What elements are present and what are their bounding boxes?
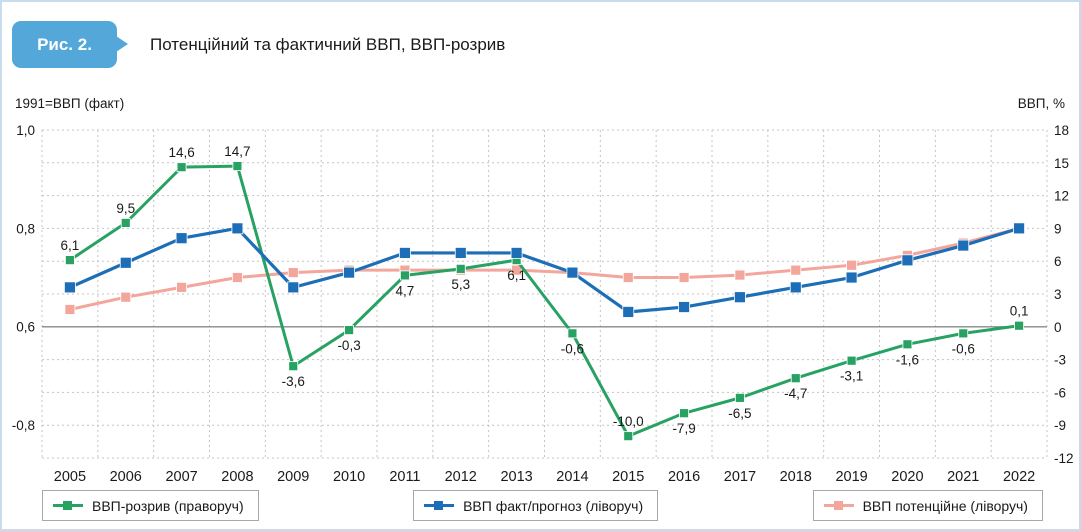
- gdp-line-chart: 18 15 12 9 6 3 0 -3 -6 -9 -12 1,0 0,8 0,6 -0,8 2005 2006…: [12, 123, 1074, 485]
- svg-text:-3: -3: [1054, 353, 1066, 368]
- svg-text:2009: 2009: [277, 469, 309, 485]
- svg-text:2019: 2019: [835, 469, 867, 485]
- legend-marker-gdp-gap-icon: [53, 500, 83, 511]
- svg-text:-3,1: -3,1: [840, 369, 863, 384]
- figure-badge-tail: [116, 36, 128, 52]
- legend: ВВП-розрив (праворуч) ВВП факт/прогноз (…: [42, 490, 1043, 521]
- svg-text:12: 12: [1054, 189, 1069, 204]
- figure-title: Потенційний та фактичний ВВП, ВВП-розрив: [150, 35, 506, 54]
- legend-label-gdp-fact: ВВП факт/прогноз (ліворуч): [463, 497, 644, 514]
- legend-label-gdp-potential: ВВП потенційне (ліворуч): [862, 497, 1028, 514]
- left-axis-caption: 1991=ВВП (факт): [15, 96, 125, 111]
- legend-item-gdp-fact: ВВП факт/прогноз (ліворуч): [413, 490, 659, 521]
- svg-text:9: 9: [1054, 221, 1062, 236]
- svg-text:3: 3: [1054, 287, 1062, 302]
- svg-text:2021: 2021: [947, 469, 979, 485]
- figure-badge-label: Рис. 2.: [37, 34, 92, 54]
- svg-text:6,1: 6,1: [61, 238, 80, 253]
- svg-text:0,6: 0,6: [16, 320, 35, 335]
- svg-text:-0,3: -0,3: [337, 338, 360, 353]
- svg-text:14,7: 14,7: [224, 144, 250, 159]
- svg-text:2017: 2017: [724, 469, 756, 485]
- legend-item-gdp-gap: ВВП-розрив (праворуч): [42, 490, 259, 521]
- svg-text:4,7: 4,7: [396, 283, 415, 298]
- svg-text:-6: -6: [1054, 385, 1066, 400]
- svg-text:5,3: 5,3: [451, 277, 470, 292]
- svg-text:-3,6: -3,6: [282, 374, 305, 389]
- svg-text:0,8: 0,8: [16, 221, 35, 236]
- legend-item-gdp-potential: ВВП потенційне (ліворуч): [812, 490, 1043, 521]
- svg-text:6: 6: [1054, 254, 1062, 269]
- legend-marker-gdp-fact-icon: [424, 500, 455, 511]
- svg-text:-6,5: -6,5: [728, 406, 751, 421]
- svg-text:2010: 2010: [333, 469, 365, 485]
- svg-text:2014: 2014: [556, 469, 588, 485]
- svg-text:-0,8: -0,8: [12, 418, 35, 433]
- svg-text:0,1: 0,1: [1010, 304, 1029, 319]
- figure-badge: Рис. 2.: [12, 21, 128, 68]
- svg-text:-4,7: -4,7: [784, 386, 807, 401]
- legend-label-gdp-gap: ВВП-розрив (праворуч): [92, 497, 244, 514]
- svg-text:-0,6: -0,6: [561, 341, 584, 356]
- svg-text:6,1: 6,1: [507, 268, 526, 283]
- right-axis-caption: ВВП, %: [1017, 96, 1065, 111]
- svg-text:-1,6: -1,6: [896, 352, 919, 367]
- svg-text:2012: 2012: [445, 469, 477, 485]
- svg-text:2015: 2015: [612, 469, 644, 485]
- svg-text:9,5: 9,5: [116, 201, 135, 216]
- svg-text:2022: 2022: [1003, 469, 1035, 485]
- svg-text:-9: -9: [1054, 418, 1066, 433]
- legend-marker-gdp-potential-icon: [823, 500, 854, 511]
- svg-text:2005: 2005: [54, 469, 86, 485]
- svg-text:2006: 2006: [110, 469, 142, 485]
- svg-text:-7,9: -7,9: [672, 421, 695, 436]
- svg-text:-10,0: -10,0: [613, 414, 644, 429]
- svg-text:2018: 2018: [780, 469, 812, 485]
- svg-text:18: 18: [1054, 123, 1069, 138]
- svg-text:2013: 2013: [500, 469, 532, 485]
- svg-text:-12: -12: [1054, 451, 1074, 466]
- svg-text:14,6: 14,6: [168, 145, 194, 160]
- svg-text:2007: 2007: [165, 469, 197, 485]
- svg-text:-0,6: -0,6: [952, 341, 975, 356]
- svg-text:0: 0: [1054, 320, 1062, 335]
- svg-text:1,0: 1,0: [16, 123, 35, 138]
- svg-text:2008: 2008: [221, 469, 253, 485]
- svg-text:2020: 2020: [891, 469, 923, 485]
- svg-text:2011: 2011: [389, 469, 420, 485]
- svg-text:2016: 2016: [668, 469, 700, 485]
- svg-text:15: 15: [1054, 156, 1069, 171]
